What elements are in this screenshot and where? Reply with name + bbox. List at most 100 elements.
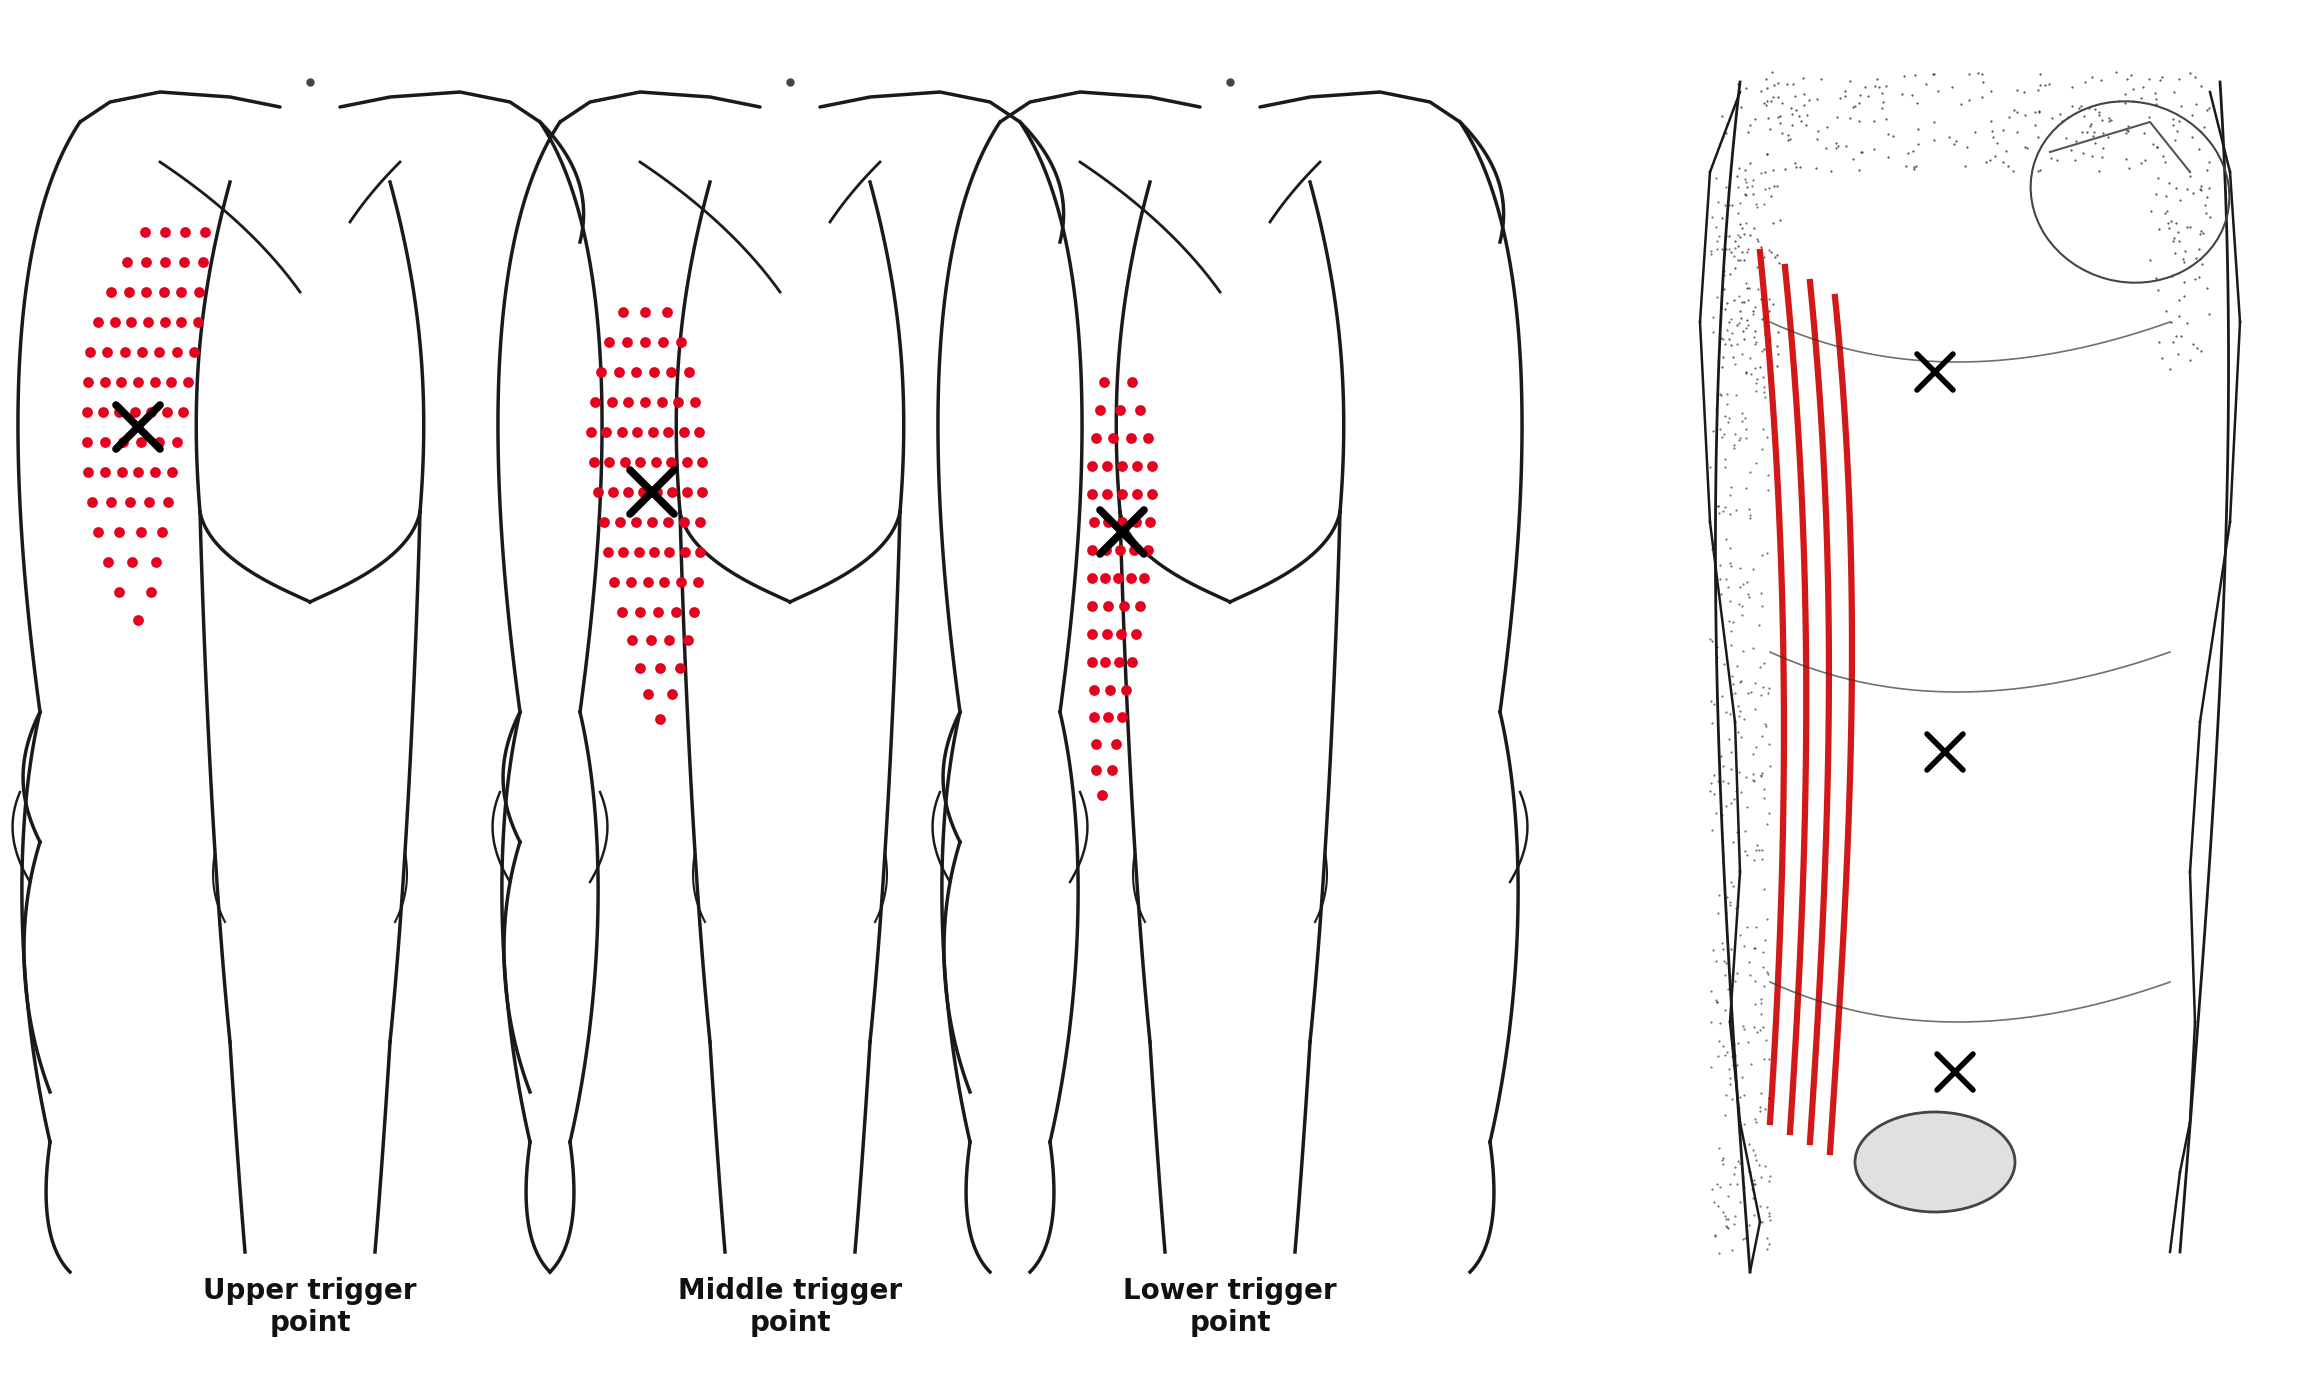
Point — [622, 601, 659, 624]
Point — [114, 310, 151, 333]
Point — [636, 451, 673, 473]
Point — [128, 281, 165, 303]
Point — [683, 480, 720, 503]
Point — [86, 432, 123, 454]
Point — [620, 541, 657, 564]
Point — [680, 571, 717, 593]
Point — [139, 432, 176, 454]
Point — [86, 370, 123, 393]
Point — [662, 331, 699, 354]
Point — [114, 551, 151, 574]
Point — [165, 251, 202, 273]
Point — [1105, 594, 1142, 617]
Point — [1101, 651, 1138, 674]
Point — [576, 391, 613, 413]
Point — [144, 521, 181, 543]
Point — [627, 391, 664, 413]
Point — [669, 480, 706, 503]
Point — [604, 420, 641, 443]
Point — [680, 420, 717, 443]
Point — [132, 401, 170, 423]
Point — [186, 221, 223, 244]
Point — [1119, 455, 1156, 477]
Point — [592, 391, 629, 413]
Point — [1077, 427, 1115, 450]
Point — [622, 657, 659, 679]
Point — [1117, 622, 1154, 644]
Point — [1091, 679, 1128, 702]
Point — [1089, 455, 1126, 477]
Point — [1073, 594, 1110, 617]
Point — [1075, 706, 1112, 728]
Point — [1073, 539, 1110, 561]
Point — [1103, 483, 1140, 505]
Bar — [1660, 32, 2271, 1313]
Point — [1122, 594, 1159, 617]
Point — [107, 341, 144, 363]
Point — [1075, 679, 1112, 702]
Point — [1082, 400, 1119, 422]
Point — [149, 491, 186, 514]
Point — [123, 432, 160, 454]
Point — [1087, 651, 1124, 674]
Point — [1073, 567, 1110, 589]
Point — [128, 251, 165, 273]
Point — [179, 310, 216, 333]
Point — [676, 601, 713, 624]
Point — [608, 331, 646, 354]
Point — [88, 341, 125, 363]
Point — [655, 480, 692, 503]
Point — [1075, 511, 1112, 533]
Point — [634, 420, 671, 443]
Point — [576, 451, 613, 473]
Point — [91, 551, 128, 574]
Point — [137, 370, 174, 393]
Point — [1108, 679, 1145, 702]
Point — [669, 629, 706, 651]
Point — [580, 480, 618, 503]
Point — [604, 601, 641, 624]
Point — [666, 541, 704, 564]
Point — [1101, 539, 1138, 561]
Point — [601, 511, 639, 533]
Point — [650, 420, 687, 443]
Point — [158, 432, 195, 454]
Point — [585, 511, 622, 533]
Point — [153, 370, 190, 393]
Point — [125, 221, 163, 244]
Point — [629, 683, 666, 706]
Point — [659, 391, 697, 413]
Point — [123, 341, 160, 363]
Point — [634, 511, 671, 533]
Point — [121, 461, 158, 483]
Point — [109, 281, 146, 303]
Point — [1077, 732, 1115, 754]
Point — [167, 221, 204, 244]
Point — [1084, 784, 1122, 806]
Point — [625, 480, 662, 503]
Point — [146, 281, 183, 303]
Point — [650, 541, 687, 564]
Point — [594, 480, 632, 503]
Point — [1084, 370, 1122, 393]
Point — [100, 401, 137, 423]
Point — [1077, 759, 1115, 781]
Point — [657, 601, 694, 624]
Point — [1133, 455, 1170, 477]
Point — [1073, 455, 1110, 477]
Point — [1094, 427, 1131, 450]
Text: Lower trigger
point: Lower trigger point — [1124, 1276, 1337, 1338]
Point — [622, 451, 659, 473]
Point — [118, 370, 156, 393]
Point — [611, 391, 648, 413]
Text: Middle trigger
point: Middle trigger point — [678, 1276, 901, 1338]
Point — [149, 401, 186, 423]
Point — [158, 341, 195, 363]
Point — [1103, 511, 1140, 533]
Point — [627, 301, 664, 323]
Point — [632, 629, 669, 651]
Point — [1073, 483, 1110, 505]
Point — [641, 709, 678, 731]
Point — [146, 251, 183, 273]
Point — [1089, 706, 1126, 728]
